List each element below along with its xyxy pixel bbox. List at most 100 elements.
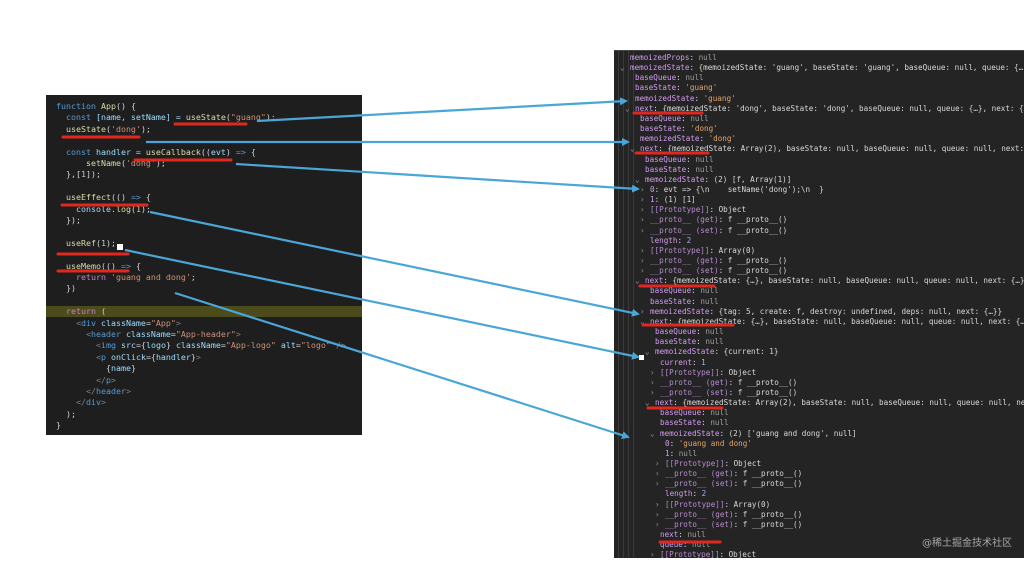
chevron-right-icon[interactable]: ›	[640, 215, 645, 225]
tree-row[interactable]: ⌄ next: {memoizedState: {…}, baseState: n…	[635, 276, 1024, 286]
chevron-right-icon[interactable]: ›	[650, 377, 655, 387]
code-token: })	[56, 283, 76, 294]
code-token: ]);	[85, 169, 101, 180]
code-token: (	[100, 306, 106, 317]
chevron-down-icon[interactable]: ⌄	[635, 174, 640, 184]
chevron-right-icon[interactable]: ›	[650, 387, 655, 397]
chevron-right-icon[interactable]: ›	[650, 550, 655, 558]
chevron-down-icon[interactable]: ⌄	[645, 398, 650, 408]
chevron-right-icon[interactable]: ›	[655, 469, 660, 479]
code-token: );	[265, 112, 276, 123]
tree-row[interactable]: ⌄ memoizedState: {current: 1}	[645, 347, 778, 357]
tree-row[interactable]: › [[Prototype]]: Object	[640, 205, 746, 215]
tree-row: 1: null	[655, 449, 697, 459]
code-line: <p onClick={handler}>	[56, 352, 201, 363]
tree-row[interactable]: › __proto__ (get): f __proto__()	[655, 469, 802, 479]
tree-row[interactable]: › __proto__ (set): f __proto__()	[655, 520, 802, 530]
separator: :	[663, 276, 673, 286]
property-key: memoizedState	[655, 347, 715, 357]
tree-row[interactable]: › __proto__ (get): f __proto__()	[650, 378, 797, 388]
property-key: [[Prototype]]	[660, 550, 720, 558]
tree-row[interactable]: › memoizedState: {tag: 5, create: f, dest…	[640, 307, 1002, 317]
separator: :	[714, 347, 724, 357]
tree-row: memoizedState: 'guang'	[625, 94, 736, 104]
tree-row[interactable]: ⌄ next: {memoizedState: {…}, baseState: n…	[640, 317, 1024, 327]
chevron-down-icon[interactable]: ⌄	[635, 276, 640, 286]
chevron-right-icon[interactable]: ›	[640, 245, 645, 255]
code-token: useCallback	[145, 146, 201, 157]
code-token: =	[220, 340, 226, 351]
code-line: },[1]);	[56, 169, 101, 180]
code-token: );	[140, 123, 151, 134]
tree-row[interactable]: ⌄ next: {memoizedState: Array(2), baseSta…	[630, 144, 1024, 154]
chevron-down-icon[interactable]: ⌄	[650, 428, 655, 438]
chevron-down-icon[interactable]: ⌄	[640, 316, 645, 326]
chevron-right-icon[interactable]: ›	[640, 306, 645, 316]
separator: :	[728, 377, 738, 387]
tree-row[interactable]: › __proto__ (set): f __proto__()	[655, 479, 802, 489]
chevron-down-icon[interactable]: ⌄	[620, 63, 625, 73]
property-key: memoizedState	[635, 93, 695, 103]
property-value: Array(0)	[718, 245, 756, 255]
code-token: <	[56, 340, 101, 351]
tree-row[interactable]: ⌄ next: {memoizedState: 'dong', baseState…	[625, 104, 1024, 114]
code-token: src	[120, 340, 136, 351]
tree-row[interactable]: › __proto__ (get): f __proto__()	[640, 215, 787, 225]
code-token: p	[100, 351, 111, 362]
tree-row[interactable]: ⌄ memoizedState: (2) ['guang and dong', n…	[650, 429, 857, 439]
tree-row[interactable]: ⌄ memoizedState: {memoizedState: 'guang',…	[620, 63, 1024, 73]
tree-row: length: 2	[640, 236, 691, 246]
separator: :	[677, 235, 687, 245]
tree-row[interactable]: › __proto__ (get): f __proto__()	[640, 256, 787, 266]
chevron-down-icon[interactable]: ⌄	[645, 347, 650, 357]
tree-row[interactable]: ⌄ next: {memoizedState: Array(2), baseSta…	[645, 398, 1024, 408]
chevron-right-icon[interactable]: ›	[655, 509, 660, 519]
tree-row[interactable]: › [[Prototype]]: Object	[655, 459, 761, 469]
code-line: <img src={logo} className="App-logo" alt…	[56, 340, 346, 351]
code-token: ={	[145, 351, 156, 362]
chevron-right-icon[interactable]: ›	[640, 266, 645, 276]
code-token: useState	[56, 123, 106, 134]
property-key: baseQueue	[640, 113, 682, 123]
tree-row[interactable]: ⌄ memoizedState: (2) [f, Array(1)]	[635, 175, 791, 185]
chevron-right-icon[interactable]: ›	[655, 459, 660, 468]
code-token: (	[95, 237, 101, 248]
chevron-right-icon[interactable]: ›	[640, 256, 645, 265]
property-value: 'dong'	[690, 124, 718, 134]
chevron-right-icon[interactable]: ›	[640, 225, 645, 235]
tree-row[interactable]: › __proto__ (set): f __proto__()	[640, 266, 787, 276]
property-value: {current: 1}	[723, 347, 779, 357]
separator: :	[676, 83, 686, 93]
chevron-right-icon[interactable]: ›	[655, 499, 660, 509]
chevron-right-icon[interactable]: ›	[640, 195, 645, 205]
code-line: return 'guang and dong';	[56, 272, 196, 283]
code-line: })	[56, 283, 76, 294]
tree-row[interactable]: › 0: evt => {\n setName('dong');\n }	[640, 185, 824, 195]
chevron-right-icon[interactable]: ›	[655, 519, 660, 529]
tree-row[interactable]: › [[Prototype]]: Object	[650, 550, 756, 558]
code-token: >	[235, 329, 241, 339]
chevron-right-icon[interactable]: ›	[650, 367, 655, 377]
tree-row[interactable]: › [[Prototype]]: Array(0)	[640, 246, 755, 256]
tree-row[interactable]: › [[Prototype]]: Object	[650, 368, 756, 378]
separator: :	[689, 63, 699, 73]
chevron-down-icon[interactable]: ⌄	[630, 144, 635, 154]
separator: :	[709, 205, 719, 215]
code-line: return (	[46, 306, 362, 318]
chevron-right-icon[interactable]: ›	[640, 184, 645, 194]
property-key: 1	[665, 448, 670, 458]
tree-row[interactable]: › __proto__ (get): f __proto__()	[655, 510, 802, 520]
separator: :	[724, 499, 734, 509]
chevron-right-icon[interactable]: ›	[640, 205, 645, 215]
chevron-right-icon[interactable]: ›	[655, 479, 660, 489]
separator: :	[669, 448, 679, 458]
tree-row[interactable]: › 1: (1) [1]	[640, 195, 696, 205]
tree-row[interactable]: › __proto__ (set): f __proto__()	[640, 226, 787, 236]
chevron-down-icon[interactable]: ⌄	[625, 103, 630, 113]
tree-row[interactable]: › [[Prototype]]: Array(0)	[655, 500, 770, 510]
property-key: __proto__ (get)	[650, 215, 719, 225]
code-token: evt	[210, 146, 226, 157]
tree-row[interactable]: › __proto__ (set): f __proto__()	[650, 388, 797, 398]
property-key: [[Prototype]]	[665, 459, 725, 468]
property-value: Object	[733, 459, 762, 468]
